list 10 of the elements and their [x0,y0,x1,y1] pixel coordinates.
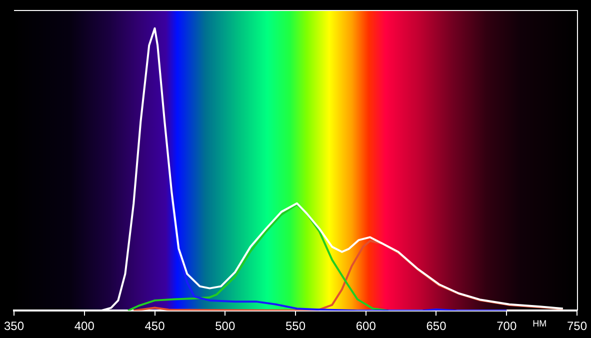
x-tick-label: 600 [356,319,376,334]
x-tick-label: 450 [144,319,166,334]
x-tick-label: 350 [4,319,24,334]
x-tick-label: 550 [285,319,306,334]
x-tick-label: 700 [496,319,517,334]
x-tick-label: 750 [566,319,588,334]
x-tick-label: 500 [215,319,236,334]
x-tick-label: 400 [74,319,95,334]
x-axis-title: НМ [532,318,547,329]
x-tick-label: 650 [426,319,447,334]
